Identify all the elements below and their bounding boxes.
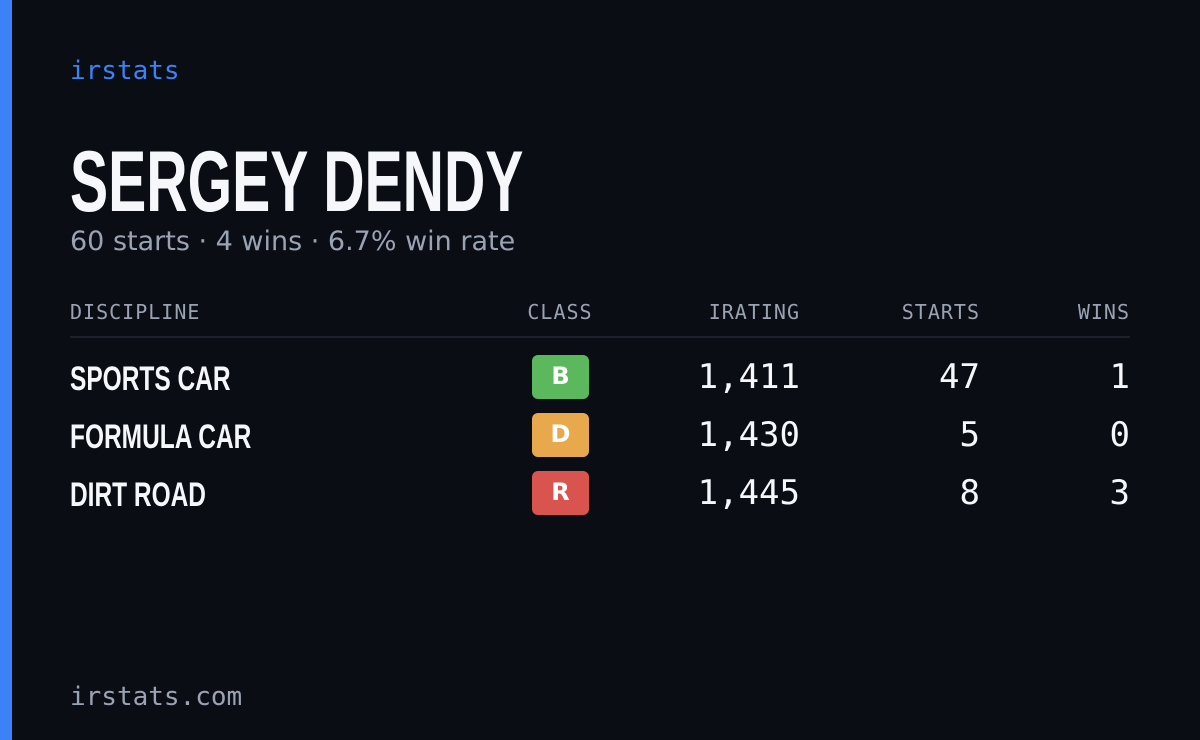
discipline: FORMULA CAR: [70, 418, 252, 456]
stat-value: 1,411: [697, 357, 800, 397]
class-badge: R: [532, 471, 589, 515]
stat-value: 1,430: [697, 415, 800, 455]
stat-value: 1,445: [697, 473, 800, 513]
accent-bar: [0, 0, 12, 740]
column-header: IRATING: [708, 300, 800, 324]
column-header: CLASS: [527, 300, 593, 324]
stat-value: 8: [959, 473, 980, 513]
stat-value: 3: [1109, 473, 1130, 513]
discipline: DIRT ROAD: [70, 476, 207, 514]
summary: 60 starts · 4 wins · 6.7% win rate: [70, 226, 516, 257]
driver-name: SERGEY DENDY: [70, 134, 524, 230]
discipline: SPORTS CAR: [70, 360, 231, 398]
column-header: DISCIPLINE: [70, 300, 201, 324]
stat-value: 47: [939, 357, 980, 397]
class-badge: D: [532, 413, 589, 457]
stat-value: 1: [1109, 357, 1130, 397]
header-rule: [70, 336, 1130, 338]
column-header: STARTS: [901, 300, 980, 324]
column-header: WINS: [1077, 300, 1130, 324]
brand: irstats: [70, 56, 180, 86]
footer-url: irstats.com: [70, 682, 243, 712]
stat-value: 5: [959, 415, 980, 455]
stat-value: 0: [1109, 415, 1130, 455]
class-badge: B: [532, 355, 589, 399]
